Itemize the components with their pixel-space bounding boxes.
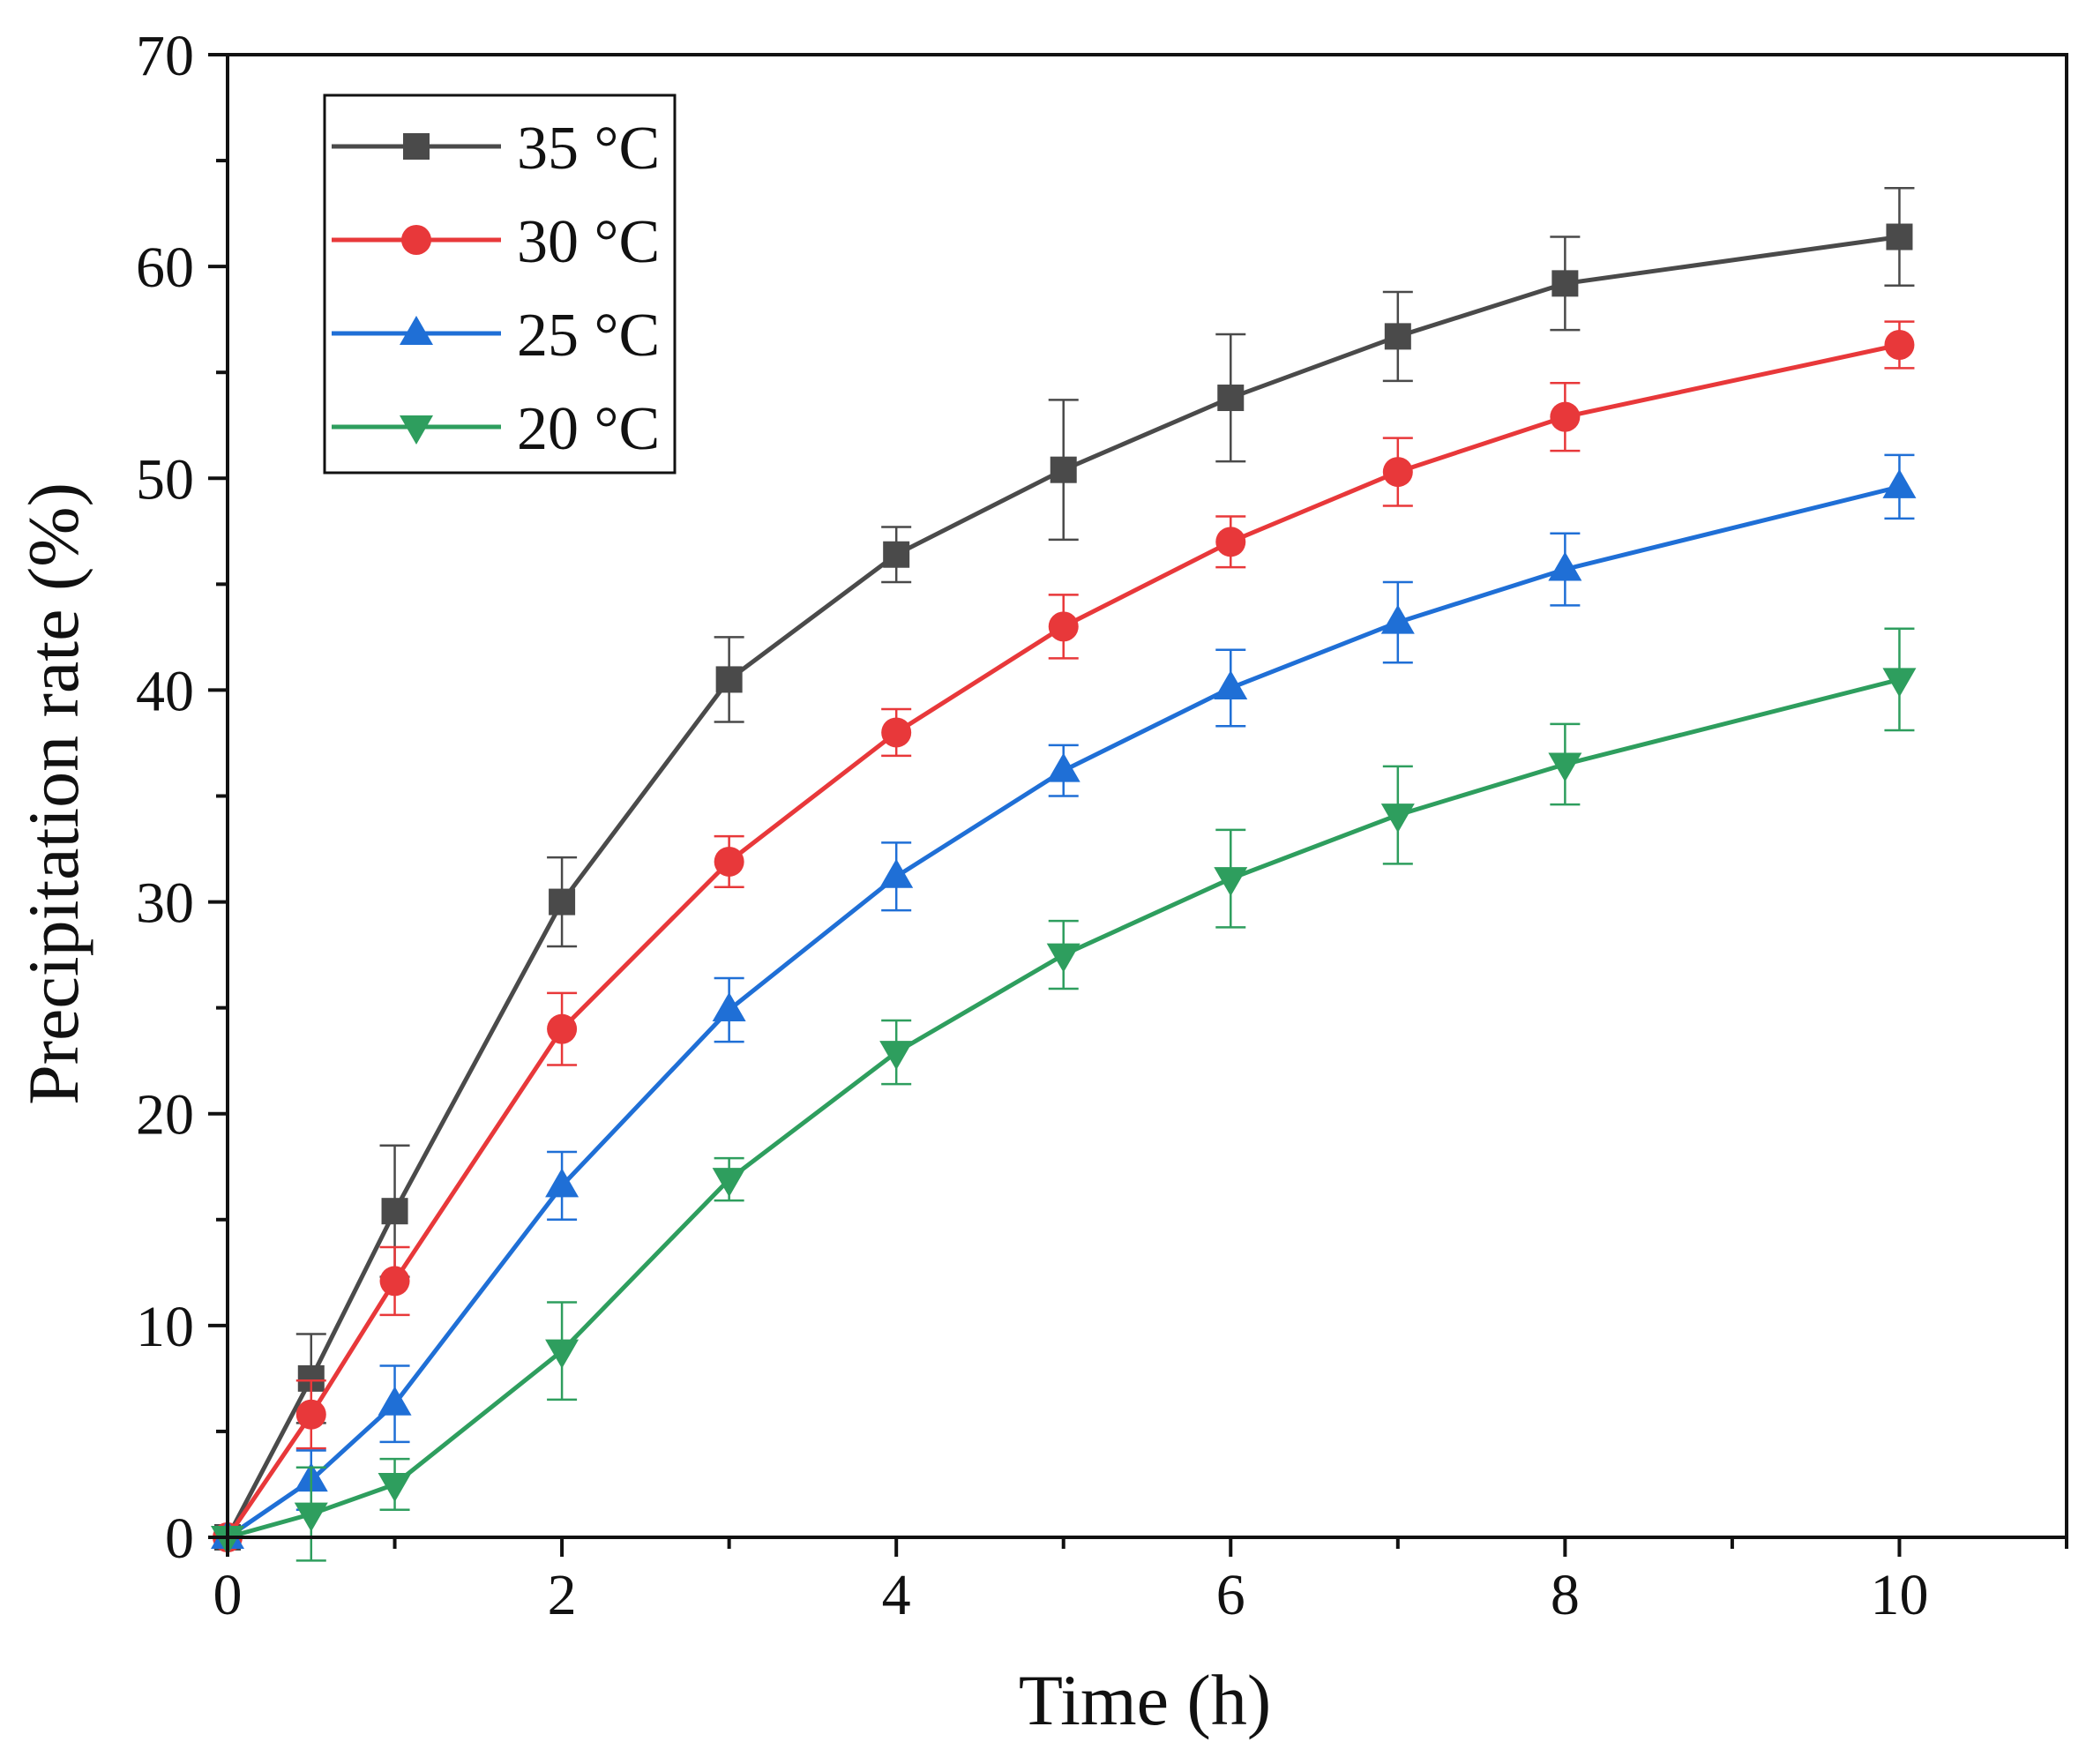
data-point [1214, 670, 1248, 700]
data-point [1214, 867, 1248, 897]
x-tick-label: 10 [1870, 1563, 1928, 1627]
data-point [1217, 385, 1245, 412]
data-point [1882, 668, 1917, 698]
legend-marker [403, 133, 430, 160]
data-point [549, 888, 576, 916]
legend-marker [400, 415, 433, 445]
legend-label: 35 °C [517, 115, 660, 183]
data-point [879, 1041, 914, 1071]
data-point [1046, 943, 1080, 973]
legend-label: 20 °C [517, 395, 660, 463]
plot-area [211, 187, 1917, 1562]
legend-item: 30 °C [332, 208, 660, 276]
data-point [1384, 323, 1411, 350]
axes: 0 2 4 6 8 10 0 10 20 30 40 50 60 70 [136, 24, 2068, 1627]
y-axis-label: Precipitation rate (%) [13, 482, 93, 1105]
data-point [714, 846, 744, 877]
y-tick-label: 0 [165, 1506, 194, 1571]
data-point [879, 858, 914, 888]
data-point [1548, 551, 1582, 581]
data-point [883, 541, 910, 568]
data-point [545, 1339, 579, 1369]
x-tick-label: 2 [548, 1563, 577, 1627]
data-point [1551, 270, 1579, 297]
y-tick-label: 20 [136, 1083, 194, 1147]
series-0 [214, 187, 1915, 1551]
y-tick-label: 60 [136, 235, 194, 300]
y-tick-label: 30 [136, 871, 194, 936]
data-point [545, 1168, 579, 1198]
legend-label: 25 °C [517, 302, 660, 370]
data-point [712, 992, 746, 1022]
series-line [227, 676, 1901, 1540]
data-point [1050, 456, 1077, 483]
data-point [1886, 223, 1913, 250]
data-point [1382, 457, 1413, 488]
data-point [378, 1386, 412, 1416]
legend-item: 35 °C [332, 115, 660, 183]
data-point [378, 1472, 412, 1502]
x-tick-label: 8 [1551, 1563, 1580, 1627]
data-point [1884, 329, 1915, 360]
legend: 35 °C 30 °C 25 °C 20 °C [323, 93, 677, 475]
data-point [547, 1013, 578, 1044]
x-tick-label: 4 [882, 1563, 911, 1627]
legend-item: 20 °C [332, 395, 660, 463]
data-point [1048, 611, 1079, 642]
y-tick-label: 40 [136, 659, 194, 723]
series-1 [213, 320, 1915, 1552]
data-point [881, 717, 912, 748]
data-point [1046, 752, 1080, 782]
legend-box [323, 93, 677, 475]
x-tick-label: 6 [1216, 1563, 1245, 1627]
data-point [1215, 527, 1246, 557]
legend-label: 30 °C [517, 208, 660, 276]
data-point [1882, 468, 1917, 498]
data-point [294, 1502, 328, 1532]
legend-item: 25 °C [332, 302, 660, 370]
data-point [1380, 804, 1415, 833]
y-tick-label: 50 [136, 447, 194, 512]
x-tick-label: 0 [213, 1563, 243, 1627]
legend-marker [400, 316, 433, 345]
series-2 [211, 453, 1917, 1549]
data-point [381, 1198, 408, 1225]
data-point [1380, 604, 1415, 634]
data-point [295, 1399, 326, 1430]
x-axis-label: Time (h) [1019, 1660, 1271, 1740]
data-point [1548, 752, 1582, 782]
data-point [715, 666, 743, 693]
data-point [712, 1168, 746, 1198]
y-tick-label: 70 [136, 24, 194, 88]
data-point [1550, 401, 1581, 432]
y-tick-label: 10 [136, 1295, 194, 1359]
data-point [379, 1266, 410, 1297]
legend-marker [401, 225, 431, 255]
